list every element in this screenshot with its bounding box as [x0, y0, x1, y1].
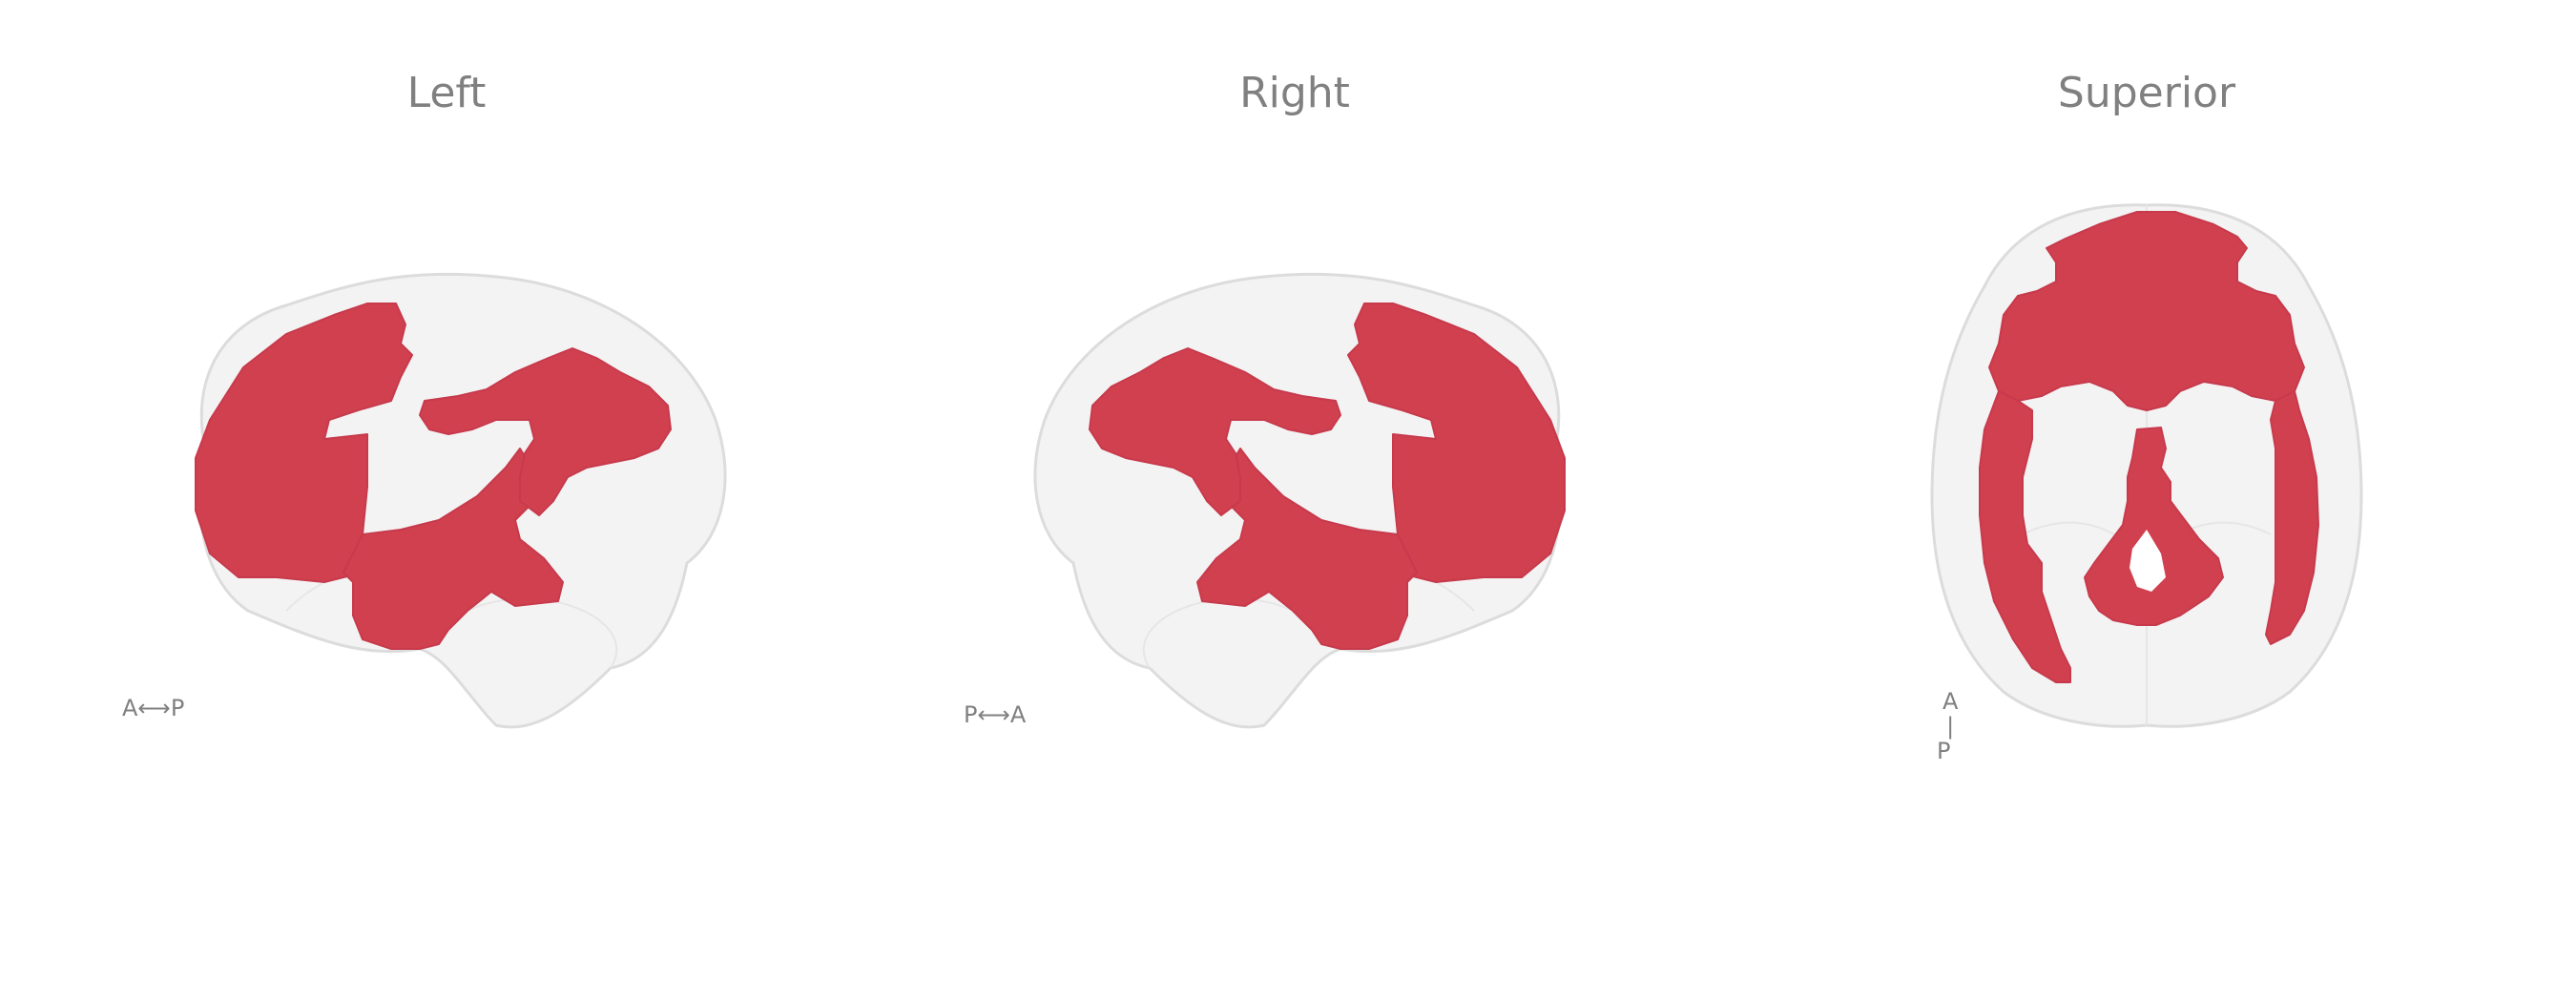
superior-posterior-central-region — [2084, 427, 2224, 626]
right-view-title: Right — [1239, 69, 1350, 117]
right-parietal-region — [1089, 347, 1341, 516]
left-orientation-marker: A⟷P — [122, 695, 184, 721]
superior-orientation-top: A — [1942, 688, 1959, 715]
superior-brain-view — [1930, 203, 2363, 728]
left-temporal-region — [343, 448, 564, 650]
left-brain-view — [195, 272, 727, 729]
superior-posterior-hole — [2129, 530, 2166, 592]
right-orientation-from: P — [964, 701, 978, 728]
right-frontal-region — [1347, 303, 1566, 583]
superior-orientation-bottom: P — [1936, 738, 1951, 764]
left-orientation-to: P — [170, 695, 185, 721]
vertical-line-icon: | — [1946, 713, 1955, 740]
superior-left-lateral-region — [1979, 390, 2071, 683]
right-orientation-to: A — [1009, 701, 1027, 728]
superior-orientation-marker: A | P — [1929, 689, 1958, 763]
superior-view-title: Superior — [2057, 69, 2236, 117]
right-temporal-region — [1196, 448, 1418, 650]
left-orientation-from: A — [122, 695, 138, 721]
superior-right-lateral-region — [2265, 390, 2319, 645]
left-frontal-region — [195, 303, 413, 583]
right-brain-view — [1033, 272, 1566, 729]
double-arrow-icon: ⟷ — [977, 701, 1010, 728]
left-parietal-region — [419, 347, 672, 516]
double-arrow-icon: ⟷ — [137, 695, 171, 721]
right-orientation-marker: P⟷A — [964, 701, 1026, 728]
superior-frontal-region — [1988, 211, 2305, 411]
left-view-title: Left — [406, 69, 487, 117]
